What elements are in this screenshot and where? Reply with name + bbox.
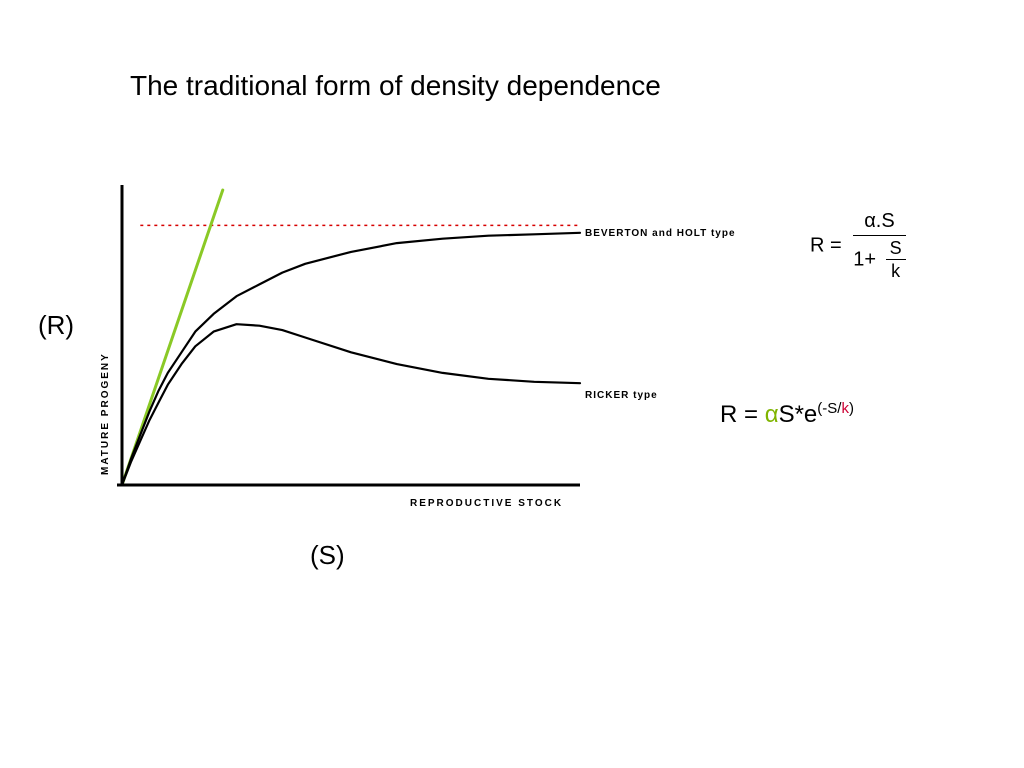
ricker-exp-pre: (-S/ (817, 400, 841, 417)
bh-den-one: 1 (853, 248, 864, 270)
x-axis-paren: (S) (310, 540, 345, 571)
beverton-holt-label: BEVERTON and HOLT type (585, 228, 736, 239)
y-axis-label: MATURE PROGENY (100, 352, 111, 475)
bh-numerator: α.S (853, 210, 905, 236)
bh-equals: = (830, 234, 847, 256)
density-dependence-chart: MATURE PROGENY REPRODUCTIVE STOCK BEVERT… (110, 190, 580, 510)
ricker-exponent: (-S/k) (817, 400, 854, 417)
bh-inner-num: S (886, 238, 906, 260)
ricker-k: k (841, 400, 849, 417)
ricker-exp-post: ) (849, 400, 854, 417)
bh-den-plus: + (864, 248, 876, 270)
bh-lhs: R (810, 234, 824, 256)
page-title: The traditional form of density dependen… (130, 70, 661, 102)
ricker-mid: S*e (779, 401, 818, 428)
y-axis-paren: (R) (38, 310, 74, 341)
bh-inner-fraction: S k (886, 238, 906, 282)
ricker-alpha: α (765, 401, 779, 428)
bh-denominator: 1+ S k (853, 236, 905, 282)
ricker-equation: R = αS*e(-S/k) (720, 400, 854, 429)
ricker-prefix: R = (720, 401, 765, 428)
beverton-holt-equation: R = α.S 1+ S k (810, 210, 960, 282)
bh-inner-den: k (886, 260, 906, 282)
ricker-label: RICKER type (585, 390, 658, 401)
x-axis-label: REPRODUCTIVE STOCK (410, 498, 563, 509)
bh-fraction: α.S 1+ S k (853, 210, 905, 282)
